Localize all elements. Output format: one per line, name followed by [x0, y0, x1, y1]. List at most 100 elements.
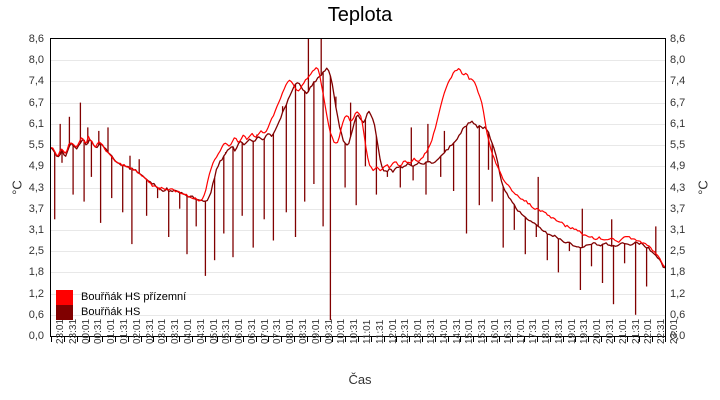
series-line-bournak-hs-prizemni	[51, 67, 665, 268]
x-tick-label: 21:31	[630, 318, 642, 344]
x-tickmark	[64, 337, 65, 342]
gridline	[51, 188, 665, 189]
x-tickmark	[639, 337, 640, 342]
gridline	[51, 251, 665, 252]
x-tick-label: 08:31	[298, 318, 310, 344]
x-axis-label: Čas	[348, 372, 372, 387]
x-tickmark	[652, 337, 653, 342]
y-tick-label: 8,6	[28, 33, 44, 45]
x-tick-label: 05:01	[208, 318, 220, 344]
x-tick-label: 21:01	[617, 318, 629, 344]
x-tickmark	[307, 337, 308, 342]
x-tick-label: 03:01	[157, 318, 169, 344]
gridline	[51, 81, 665, 82]
x-tickmark	[486, 337, 487, 342]
y-tick-label: 4,3	[670, 181, 686, 194]
y-tick-label: 2,5	[670, 245, 686, 258]
y-tick-label: 8,0	[28, 54, 44, 67]
x-tickmark	[614, 337, 615, 342]
x-tick-label: 01:31	[118, 318, 130, 344]
y-tick-label: 1,2	[670, 287, 686, 300]
x-tick-label: 16:31	[502, 318, 514, 344]
legend-item-label: Bouřňák HS přízemní	[81, 291, 187, 303]
y-tick-label: 7,4	[28, 75, 44, 88]
x-tick-label: 04:01	[182, 318, 194, 344]
series-line-bournak-hs	[51, 67, 665, 269]
y-tick-label: 5,5	[28, 139, 44, 152]
y-tick-label: 0,6	[28, 308, 44, 321]
x-tickmark	[141, 337, 142, 342]
x-tick-label: 08:01	[285, 318, 297, 344]
x-tickmark	[179, 337, 180, 342]
x-tick-label: 02:31	[144, 318, 156, 344]
y-tick-label: 6,1	[28, 117, 44, 130]
x-tick-label: 14:01	[438, 318, 450, 344]
x-tickmark	[230, 337, 231, 342]
noise-spikes	[54, 39, 659, 321]
y-tick-label: 6,7	[670, 96, 686, 109]
y-tick-label: 1,8	[28, 266, 44, 279]
x-tick-label: 10:31	[349, 318, 361, 344]
legend-item[interactable]: Bouřňák HS přízemní	[56, 290, 186, 305]
x-tick-label: 12:31	[400, 318, 412, 344]
x-tickmark	[294, 337, 295, 342]
x-tickmark	[409, 337, 410, 342]
x-tick-label: 20:01	[592, 318, 604, 344]
x-tickmark	[358, 337, 359, 342]
gridline	[51, 145, 665, 146]
x-tickmark	[256, 337, 257, 342]
x-tick-label: 12:01	[387, 318, 399, 344]
x-tickmark	[396, 337, 397, 342]
x-tickmark	[217, 337, 218, 342]
x-tick-label: 23:01	[55, 318, 66, 344]
x-tickmark	[281, 337, 282, 342]
y-tick-label: 1,2	[28, 287, 44, 300]
legend-swatch-icon	[56, 305, 73, 320]
y-tick-label: 4,3	[28, 181, 44, 194]
x-tickmark	[563, 337, 564, 342]
y-tick-label: 3,7	[28, 202, 44, 215]
x-tick-label: 17:01	[515, 318, 527, 344]
gridline	[51, 209, 665, 210]
x-tick-label: 00:31	[93, 318, 105, 344]
x-tick-label: 07:01	[259, 318, 271, 344]
x-tick-label: 19:31	[579, 318, 591, 344]
x-tickmark	[524, 337, 525, 342]
legend-item-label: Bouřňák HS	[81, 306, 141, 318]
x-tickmark	[460, 337, 461, 342]
x-tickmark	[128, 337, 129, 342]
x-tickmark	[320, 337, 321, 342]
x-tick-label: 23:01	[669, 318, 680, 344]
x-tickmark	[575, 337, 576, 342]
x-tickmark	[115, 337, 116, 342]
x-tick-label: 02:01	[131, 318, 143, 344]
y-tick-label: 3,1	[28, 223, 44, 236]
y-tick-label: 2,5	[28, 245, 44, 258]
y-tick-label: 5,5	[670, 139, 686, 152]
x-tick-label: 17:31	[528, 318, 540, 344]
x-tickmark	[473, 337, 474, 342]
gridline	[51, 166, 665, 167]
legend-item[interactable]: Bouřňák HS	[56, 305, 186, 320]
y-tick-label: 3,7	[670, 202, 686, 215]
x-tick-label: 22:01	[643, 318, 655, 344]
x-tick-label: 09:01	[310, 318, 322, 344]
y-tick-label: 6,1	[670, 117, 686, 130]
page-title: Teplota	[327, 4, 393, 26]
x-tickmark	[345, 337, 346, 342]
y-tick-label: 8,6	[670, 33, 686, 45]
y-tick-label: 4,9	[28, 160, 44, 173]
x-tick-label: 13:31	[425, 318, 437, 344]
x-tick-label: 18:01	[541, 318, 553, 344]
x-tick-label: 05:31	[221, 318, 233, 344]
x-tickmark	[268, 337, 269, 342]
x-tick-label: 19:01	[566, 318, 578, 344]
x-tickmark	[153, 337, 154, 342]
x-tick-label: 00:01	[80, 318, 92, 344]
x-tickmark	[512, 337, 513, 342]
y-tick-label: 8,0	[670, 54, 686, 67]
y-tick-label: 3,1	[670, 223, 686, 236]
x-tickmark	[205, 337, 206, 342]
x-tickmark	[192, 337, 193, 342]
